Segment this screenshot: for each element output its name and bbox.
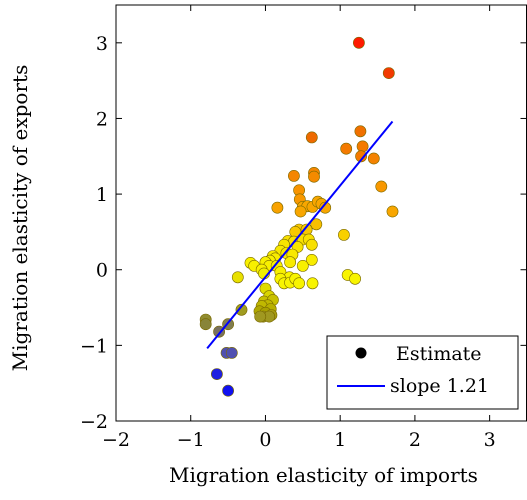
data-point (355, 150, 367, 163)
data-point (310, 218, 323, 231)
x-tick-label: −2 (102, 429, 130, 451)
data-point (235, 303, 248, 316)
data-point (231, 271, 244, 284)
data-point (367, 152, 380, 165)
x-axis-title: Migration elasticity of imports (169, 463, 478, 487)
data-point (354, 125, 367, 138)
data-point (349, 272, 361, 285)
data-point (199, 318, 212, 331)
data-point (305, 131, 318, 144)
data-point (254, 310, 267, 323)
data-point (294, 205, 307, 218)
data-point (284, 256, 296, 269)
data-point (287, 169, 300, 182)
axes-layer: −2 −1 0 1 2 3 −2 −1 0 1 2 3 (80, 4, 527, 451)
x-tick-label: 2 (409, 429, 421, 451)
data-point (319, 201, 332, 214)
data-point (210, 368, 223, 380)
data-point (293, 277, 305, 290)
legend-marker-estimate (355, 347, 367, 359)
data-point (296, 259, 309, 272)
data-point (356, 140, 369, 153)
data-point (306, 277, 319, 290)
y-tick-label: 2 (96, 108, 108, 130)
data-point (352, 36, 365, 49)
data-point (305, 253, 318, 266)
data-point (305, 238, 318, 251)
y-axis-title: Migration elasticity of exports (8, 65, 32, 372)
legend-label-slope: slope 1.21 (390, 375, 489, 397)
data-point (382, 67, 395, 79)
data-point (375, 180, 388, 193)
data-point (337, 228, 350, 241)
fit-line (206, 120, 394, 350)
data-point (340, 142, 353, 155)
data-point (222, 384, 234, 397)
y-tick-label: 3 (96, 33, 108, 55)
data-point (271, 201, 284, 214)
data-point (386, 205, 399, 218)
y-tick-label: −2 (80, 411, 108, 433)
x-tick-label: 1 (334, 429, 346, 451)
x-tick-label: 3 (484, 429, 496, 451)
legend: Estimate slope 1.21 (326, 335, 519, 410)
marks-layer (199, 36, 399, 397)
data-point (308, 170, 320, 183)
y-tick-label: 1 (96, 184, 108, 206)
y-tick-label: −1 (80, 335, 108, 357)
legend-label-estimate: Estimate (396, 343, 482, 365)
x-tick-label: −1 (177, 429, 205, 451)
y-tick-label: 0 (96, 260, 108, 282)
x-tick-label: 0 (259, 429, 271, 451)
data-point (225, 346, 238, 359)
